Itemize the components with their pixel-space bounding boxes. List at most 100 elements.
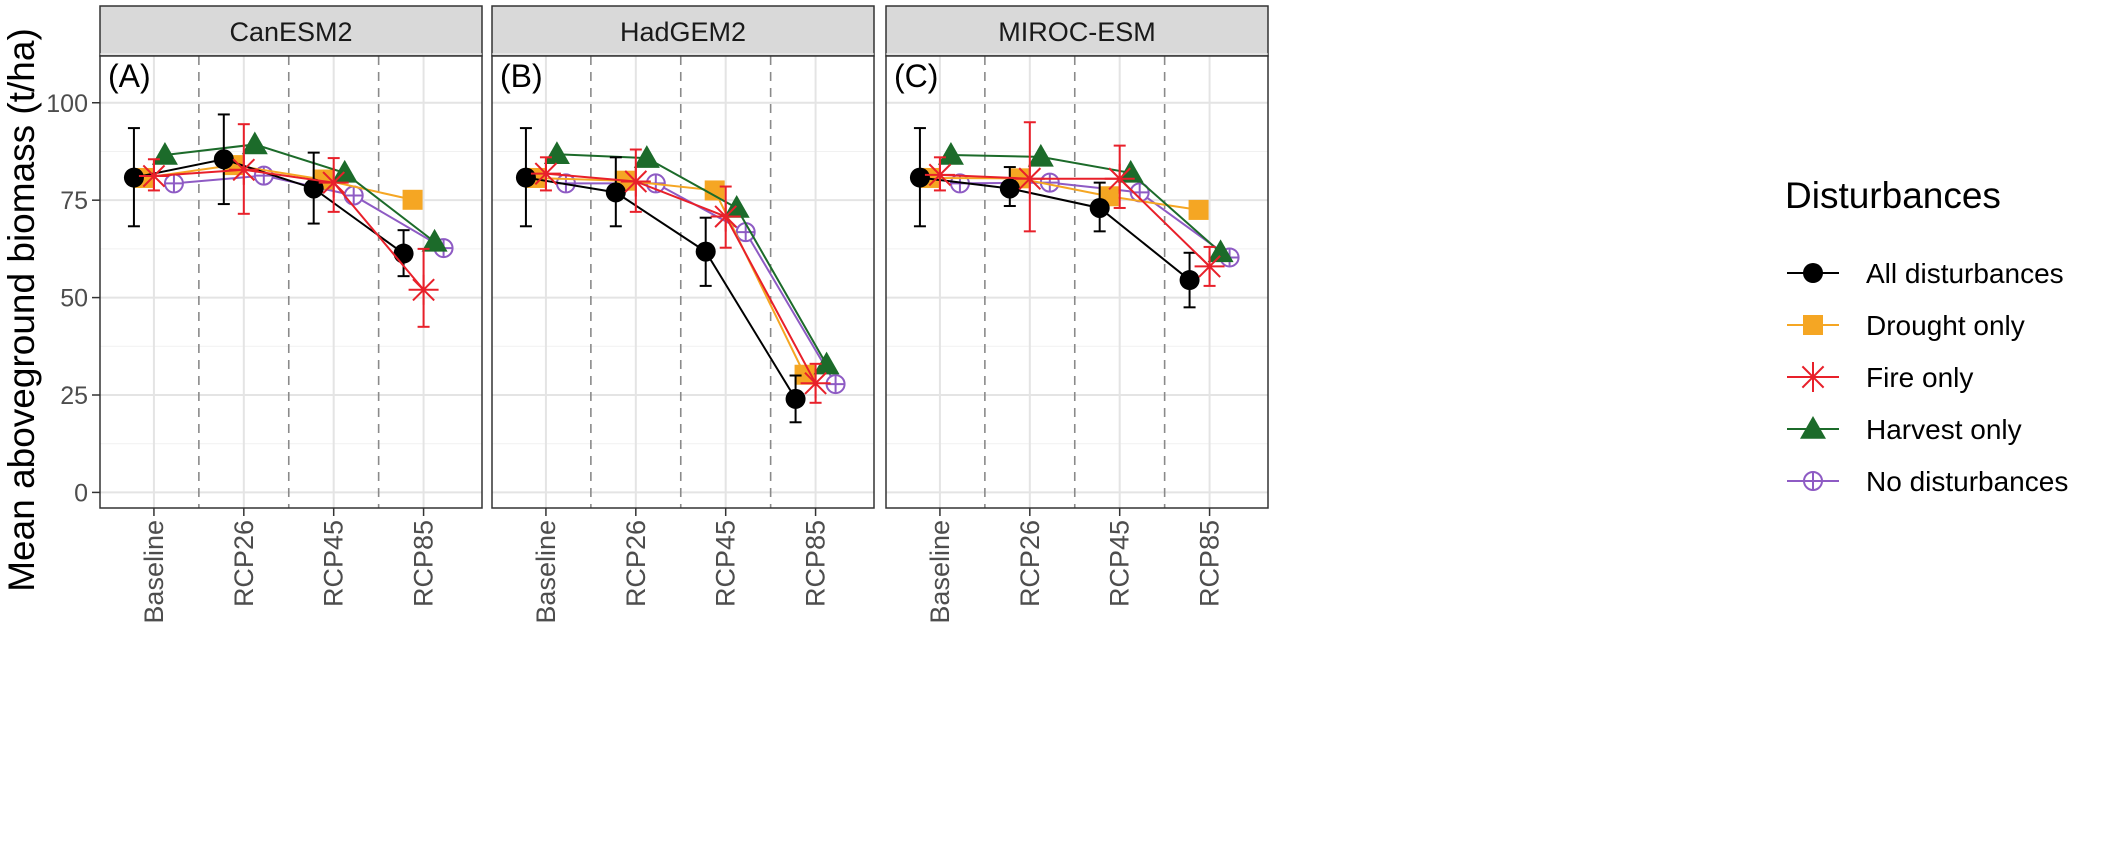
series-line — [525, 176, 797, 400]
series-fire-only — [924, 121, 1225, 287]
x-tick-label: Baseline — [139, 520, 169, 624]
x-tick-label: RCP26 — [621, 520, 651, 607]
legend-item-fire-only: Fire only — [1787, 362, 1973, 393]
y-axis-label: Mean aboveground biomass (t/ha) — [1, 28, 42, 592]
panel-border — [491, 55, 875, 509]
data-point — [421, 228, 448, 252]
data-point — [937, 141, 964, 165]
data-point — [999, 178, 1020, 199]
data-point — [704, 180, 725, 201]
series-no-disturbances — [163, 165, 454, 259]
x-tick-label: Baseline — [925, 520, 955, 624]
data-point — [123, 167, 144, 188]
x-tick-label: RCP45 — [319, 520, 349, 607]
data-point — [800, 368, 831, 399]
strip-header — [99, 5, 483, 57]
series-line — [534, 176, 806, 376]
x-tick-label: RCP26 — [1015, 520, 1045, 607]
series-fire-only — [530, 148, 831, 404]
series-line — [556, 153, 828, 366]
data-point — [343, 185, 364, 206]
data-point — [138, 161, 169, 192]
data-point — [794, 364, 815, 385]
x-tick-label: RCP45 — [711, 520, 741, 607]
panel-label: (B) — [500, 58, 543, 94]
series-line — [545, 172, 817, 384]
y-tick-label: 0 — [74, 479, 88, 507]
legend-label: No disturbances — [1866, 466, 2068, 497]
panel-label: (C) — [894, 58, 938, 94]
legend-marker — [1800, 416, 1826, 439]
panel-border — [99, 55, 483, 509]
panel-border — [885, 55, 1269, 509]
data-point — [163, 173, 184, 194]
data-point — [735, 222, 756, 243]
series-line — [153, 168, 425, 291]
plot-area — [492, 56, 874, 508]
series-line — [950, 153, 1222, 254]
data-point — [1014, 163, 1045, 194]
x-tick-label: RCP45 — [1105, 520, 1135, 607]
data-point — [318, 167, 349, 198]
legend-label: Drought only — [1866, 310, 2025, 341]
y-tick-label: 100 — [46, 90, 88, 118]
legend-label: Fire only — [1866, 362, 1973, 393]
legend-marker — [1803, 263, 1823, 283]
panel-label: (A) — [108, 58, 151, 94]
panel-canesm2: CanESM2 (A) 0 25 50 75 100 Baseline RCP26 RCP45 RC… — [46, 5, 483, 624]
y-tick-label: 50 — [60, 285, 88, 313]
strip-title: CanESM2 — [229, 17, 352, 47]
data-point — [408, 274, 439, 305]
legend-item-drought-only: Drought only — [1787, 310, 2025, 341]
panel-hadgem2: HadGEM2 (B) Baseline RCP26 RCP45 RCP85 — [491, 5, 875, 624]
strip-title: HadGEM2 — [620, 17, 746, 47]
y-tick-label: 75 — [60, 187, 88, 215]
data-point — [633, 145, 660, 168]
series-line — [939, 173, 1211, 268]
series-line — [919, 176, 1191, 281]
series-harvest-only — [937, 141, 1234, 263]
series-line — [164, 143, 436, 243]
panels: CanESM2 (A) 0 25 50 75 100 Baseline RCP26 RCP45 RC… — [46, 5, 1269, 624]
strip-header — [491, 5, 875, 57]
legend-marker — [1798, 362, 1828, 392]
legend-item-all-disturbances: All disturbances — [1787, 258, 2064, 289]
data-point — [228, 154, 259, 185]
legend-item-harvest-only: Harvest only — [1787, 414, 2022, 445]
data-point — [620, 166, 651, 197]
legend-marker — [1803, 471, 1823, 491]
data-point — [1188, 199, 1209, 220]
data-point — [1117, 159, 1144, 183]
x-tick-label: RCP85 — [801, 520, 831, 607]
data-point — [1027, 143, 1054, 167]
series-line — [928, 176, 1199, 211]
data-point — [1207, 239, 1234, 263]
data-point — [1089, 197, 1110, 218]
y-tick-label: 25 — [60, 382, 88, 410]
legend-items: All disturbances Drought only Fire only Har… — [1787, 258, 2068, 497]
x-tick-label: RCP85 — [1195, 520, 1225, 607]
data-point — [1179, 270, 1200, 291]
data-point — [909, 167, 930, 188]
strip-title: MIROC-ESM — [998, 17, 1156, 47]
data-point — [695, 241, 716, 262]
data-point — [1194, 251, 1225, 282]
data-point — [241, 131, 268, 155]
data-point — [213, 149, 234, 170]
data-point — [402, 189, 423, 210]
legend: Disturbances All disturbances Drought onl… — [1785, 175, 2068, 497]
data-point — [393, 243, 414, 264]
legend-label: All disturbances — [1866, 258, 2064, 289]
series-all-disturbances — [909, 127, 1200, 309]
data-point — [515, 167, 536, 188]
data-point — [813, 351, 840, 375]
legend-marker — [1803, 315, 1823, 335]
x-tick-label: Baseline — [531, 520, 561, 624]
data-point — [605, 182, 626, 203]
x-tick-label: RCP26 — [229, 520, 259, 607]
data-point — [530, 158, 561, 189]
data-point — [785, 388, 806, 409]
legend-title: Disturbances — [1785, 175, 2001, 216]
